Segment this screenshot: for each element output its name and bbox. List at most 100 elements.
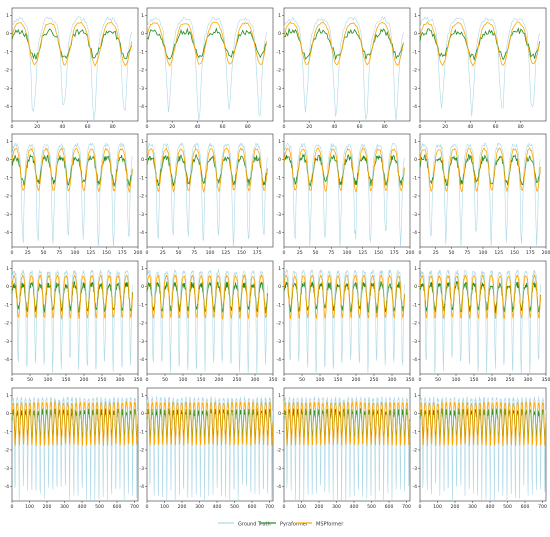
x-tick-label: 300 [251,377,260,383]
series-ground-truth [283,16,404,122]
y-tick-label: 0 [278,157,281,163]
x-tick-label: 250 [370,377,379,383]
x-tick-label: 400 [486,504,495,510]
y-tick-label: -1 [412,49,417,55]
x-tick-label: 200 [178,504,187,510]
x-tick-label: 125 [494,250,503,256]
legend-label-pyraformer: Pyraformer [280,522,309,528]
y-tick-label: -1 [139,175,144,181]
x-tick-label: 600 [385,504,394,510]
x-tick-label: 40 [59,124,65,130]
y-tick-label: -1 [4,49,9,55]
x-tick-label: 700 [130,504,139,510]
legend-label-mspformer: MSPformer [316,522,344,528]
x-tick-label: 100 [179,377,188,383]
x-tick-label: 300 [60,504,69,510]
series-ground-truth [11,16,132,122]
x-tick-label: 20 [34,124,40,130]
x-tick-label: 0 [283,250,286,256]
x-tick-label: 100 [25,504,34,510]
y-tick-label: -1 [276,175,281,181]
y-tick-label: -2 [412,68,417,74]
y-tick-label: -4 [139,484,144,490]
x-tick-label: 200 [215,377,224,383]
x-tick-label: 20 [169,124,175,130]
x-tick-label: 600 [521,504,530,510]
x-tick-label: 300 [195,504,204,510]
x-tick-label: 20 [442,124,448,130]
y-tick-label: 0 [414,157,417,163]
x-tick-label: 100 [433,504,442,510]
panel-r4c2: 1 0 -1 -2 -3 -4 0 100 200 300 400 500 600 700 [139,387,274,510]
y-tick-label: 0 [6,157,9,163]
x-tick-label: 25 [25,250,31,256]
y-tick-label: -2 [4,448,9,454]
y-tick-label: 1 [6,393,9,399]
x-tick-label: 175 [526,250,535,256]
x-tick-label: 300 [388,377,397,383]
y-tick-label: -3 [412,212,417,218]
y-tick-label: 1 [6,139,9,145]
y-tick-label: 1 [278,139,281,145]
series-mspformer [146,273,268,321]
y-tick-label: -3 [276,86,281,92]
y-tick-label: -1 [4,429,9,435]
y-tick-label: -4 [4,484,9,490]
series-mspformer [419,147,541,193]
x-tick-label: 0 [11,504,14,510]
series-ground-truth [11,269,133,375]
x-tick-label: 100 [44,377,53,383]
series-mspformer [283,274,405,319]
plot-frame [11,7,139,122]
y-tick-label: 0 [141,31,144,37]
x-tick-label: 75 [56,250,62,256]
y-tick-label: -3 [139,466,144,472]
plot-frame [11,133,139,248]
y-tick-label: -3 [4,466,9,472]
x-tick-label: 50 [435,377,441,383]
x-tick-label: 50 [41,250,47,256]
series-mspformer [11,274,133,320]
x-tick-label: 0 [283,504,286,510]
x-tick-label: 200 [134,250,143,256]
x-tick-label: 150 [334,377,343,383]
y-tick-label: -3 [139,339,144,345]
y-tick-label: -2 [412,194,417,200]
y-tick-label: -2 [276,68,281,74]
y-tick-label: 1 [6,266,9,272]
y-tick-label: -2 [139,68,144,74]
panel-r2c2: 1 0 -1 -2 -3 -4 0 25 50 75 100 125 150 175 [139,133,274,256]
panel-r2c3: 1 0 -1 -2 -3 -4 0 25 50 75 100 125 150 175 200 [276,133,414,256]
panel-r4c1: 1 0 -1 -2 -3 -4 0 100 200 300 400 500 600 700 [4,387,139,510]
series-ground-truth [419,16,540,117]
x-tick-label: 100 [71,250,80,256]
y-tick-label: 0 [278,411,281,417]
x-tick-label: 200 [43,504,52,510]
y-tick-label: -2 [412,448,417,454]
y-tick-label: -1 [139,429,144,435]
y-tick-label: -4 [4,230,9,236]
y-tick-label: -2 [139,321,144,327]
y-tick-label: 0 [278,284,281,290]
y-tick-label: -2 [276,194,281,200]
y-tick-label: -2 [4,321,9,327]
y-tick-label: 1 [414,139,417,145]
x-tick-label: 150 [62,377,71,383]
y-tick-label: -1 [4,175,9,181]
x-tick-label: 175 [253,250,262,256]
x-tick-label: 80 [110,124,116,130]
x-tick-label: 40 [467,124,473,130]
x-tick-label: 20 [306,124,312,130]
x-tick-label: 25 [433,250,439,256]
y-tick-label: -1 [276,49,281,55]
y-tick-label: 0 [414,284,417,290]
panel-r2c4: 1 0 -1 -2 -3 -4 0 25 50 75 100 125 150 175 200 [412,133,550,256]
y-tick-label: -2 [4,68,9,74]
y-tick-label: -3 [4,86,9,92]
panel-r1c3: 1 0 -1 -2 -3 -4 0 20 40 60 80 [276,7,411,130]
series-mspformer [11,400,139,446]
y-tick-label: 1 [414,13,417,19]
x-tick-label: 0 [419,250,422,256]
y-tick-label: -2 [276,448,281,454]
x-tick-label: 700 [265,504,274,510]
